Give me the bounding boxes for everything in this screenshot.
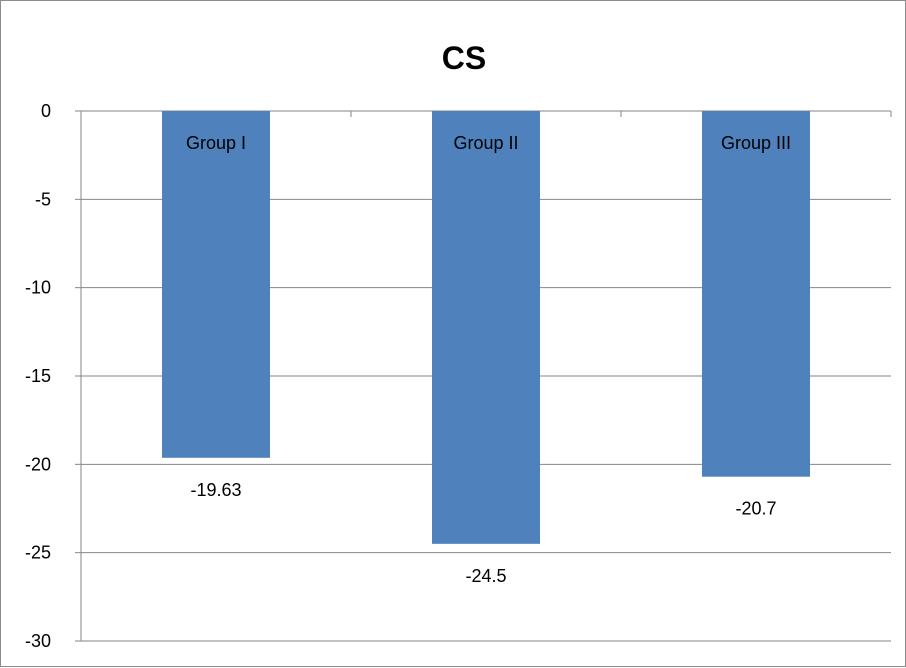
category-label: Group III [721, 133, 791, 153]
bar-1 [162, 111, 270, 458]
data-labels: -19.63 -24.5 -20.7 [190, 480, 776, 586]
category-labels: Group I Group II Group III [186, 133, 791, 153]
bar-3 [702, 111, 810, 477]
y-tick-label: -20 [25, 454, 51, 474]
bar-2 [432, 111, 540, 544]
y-tick-label: -15 [25, 366, 51, 386]
chart-title: CS [442, 40, 486, 76]
data-label: -20.7 [735, 499, 776, 519]
data-label: -19.63 [190, 480, 241, 500]
y-tick-label: -25 [25, 543, 51, 563]
category-label: Group I [186, 133, 246, 153]
y-tick-label: -5 [35, 189, 51, 209]
y-tick-label: 0 [41, 101, 51, 121]
y-axis: 0 -5 -10 -15 -20 -25 -30 [25, 101, 892, 651]
category-label: Group II [453, 133, 518, 153]
data-label: -24.5 [465, 566, 506, 586]
bars [162, 111, 810, 544]
y-tick-label: -30 [25, 631, 51, 651]
y-tick-label: -10 [25, 278, 51, 298]
